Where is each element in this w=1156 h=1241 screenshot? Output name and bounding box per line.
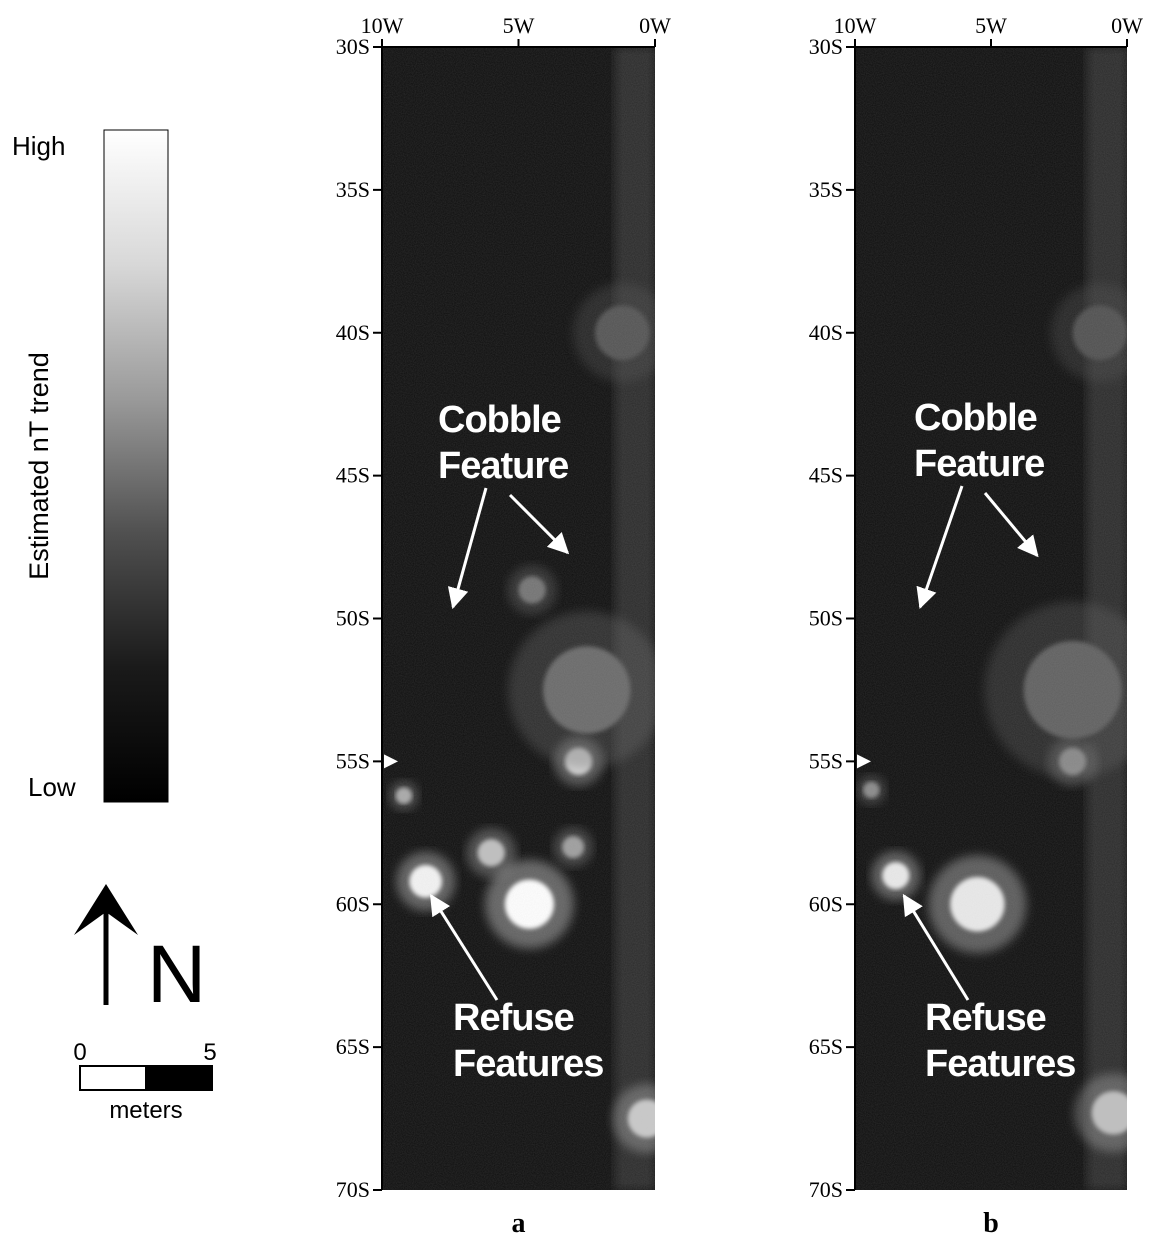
north-arrow-icon [74, 884, 138, 935]
legend-low-label: Low [28, 772, 76, 802]
y-tick-label: 30S [336, 34, 370, 59]
x-tick-label: 0W [639, 13, 671, 38]
y-tick-label: 30S [809, 34, 843, 59]
y-tick-label: 55S [809, 748, 843, 773]
y-tick-label: 70S [336, 1177, 370, 1202]
edge-marker-icon [384, 754, 398, 769]
panel-label: a [512, 1208, 526, 1239]
scale-end-label: 5 [203, 1039, 216, 1066]
y-tick-label: 60S [336, 891, 370, 916]
y-tick-label: 50S [336, 606, 370, 631]
y-tick-label: 60S [809, 891, 843, 916]
magnetometer-image [855, 47, 1127, 1190]
x-tick-label: 10W [361, 13, 404, 38]
annotation-arrow [916, 485, 964, 610]
y-tick-label: 40S [809, 320, 843, 345]
x-tick-label: 5W [503, 13, 535, 38]
scale-segment-black [145, 1065, 213, 1091]
legend: High Low Estimated nT trend [12, 129, 169, 803]
annotation-text: Refuse [453, 997, 574, 1039]
scale-segment-white [79, 1065, 147, 1091]
annotation-arrow [902, 893, 970, 1001]
y-tick-label: 55S [336, 748, 370, 773]
annotation-text: Feature [914, 443, 1044, 485]
north-label: N [147, 929, 206, 1020]
map-panel-a: 10W 5W 0W 30S 35S 40S 45S 50S 55S 60S 65S 70S Cobble… [336, 13, 671, 1239]
y-tick-label: 35S [336, 177, 370, 202]
y-tick-label: 45S [336, 463, 370, 488]
y-tick-label: 45S [809, 463, 843, 488]
legend-high-label: High [12, 131, 65, 161]
annotation-text: Cobble [914, 397, 1037, 439]
y-tick-label: 70S [809, 1177, 843, 1202]
y-tick-label: 35S [809, 177, 843, 202]
x-tick-label: 5W [975, 13, 1007, 38]
y-tick-label: 65S [336, 1034, 370, 1059]
y-tick-label: 65S [809, 1034, 843, 1059]
scale-bar: 0 5 meters [73, 1039, 216, 1124]
map-panel-b: 10W 5W 0W 30S 35S 40S 45S 50S 55S 60S 65S 70S Cobble… [809, 13, 1143, 1239]
annotation-text: Features [925, 1043, 1075, 1085]
annotation-arrow [983, 492, 1039, 558]
scale-start-label: 0 [73, 1039, 86, 1066]
annotation-arrow [447, 487, 488, 610]
north-arrow: N [74, 884, 206, 1020]
image-noise [855, 47, 1127, 1190]
legend-axis-label: Estimated nT trend [24, 352, 54, 580]
magnetometer-image [382, 47, 655, 1190]
annotation-text: Feature [438, 445, 568, 487]
map-panels: 10W 5W 0W 30S 35S 40S 45S 50S 55S 60S 65S 70S Cobble… [336, 13, 1143, 1239]
y-tick-label: 50S [809, 606, 843, 631]
x-tick-label: 10W [834, 13, 877, 38]
panel-label: b [983, 1208, 999, 1239]
annotation-text: Features [453, 1043, 603, 1085]
annotation-arrow [429, 893, 499, 1001]
legend-color-ramp [103, 129, 169, 803]
edge-marker-icon [857, 754, 871, 769]
image-noise [382, 47, 655, 1190]
annotation-text: Cobble [438, 399, 561, 441]
annotation-text: Refuse [925, 997, 1046, 1039]
y-tick-label: 40S [336, 320, 370, 345]
x-tick-label: 0W [1111, 13, 1143, 38]
annotation-arrow [508, 493, 570, 555]
scale-units-label: meters [109, 1097, 182, 1124]
